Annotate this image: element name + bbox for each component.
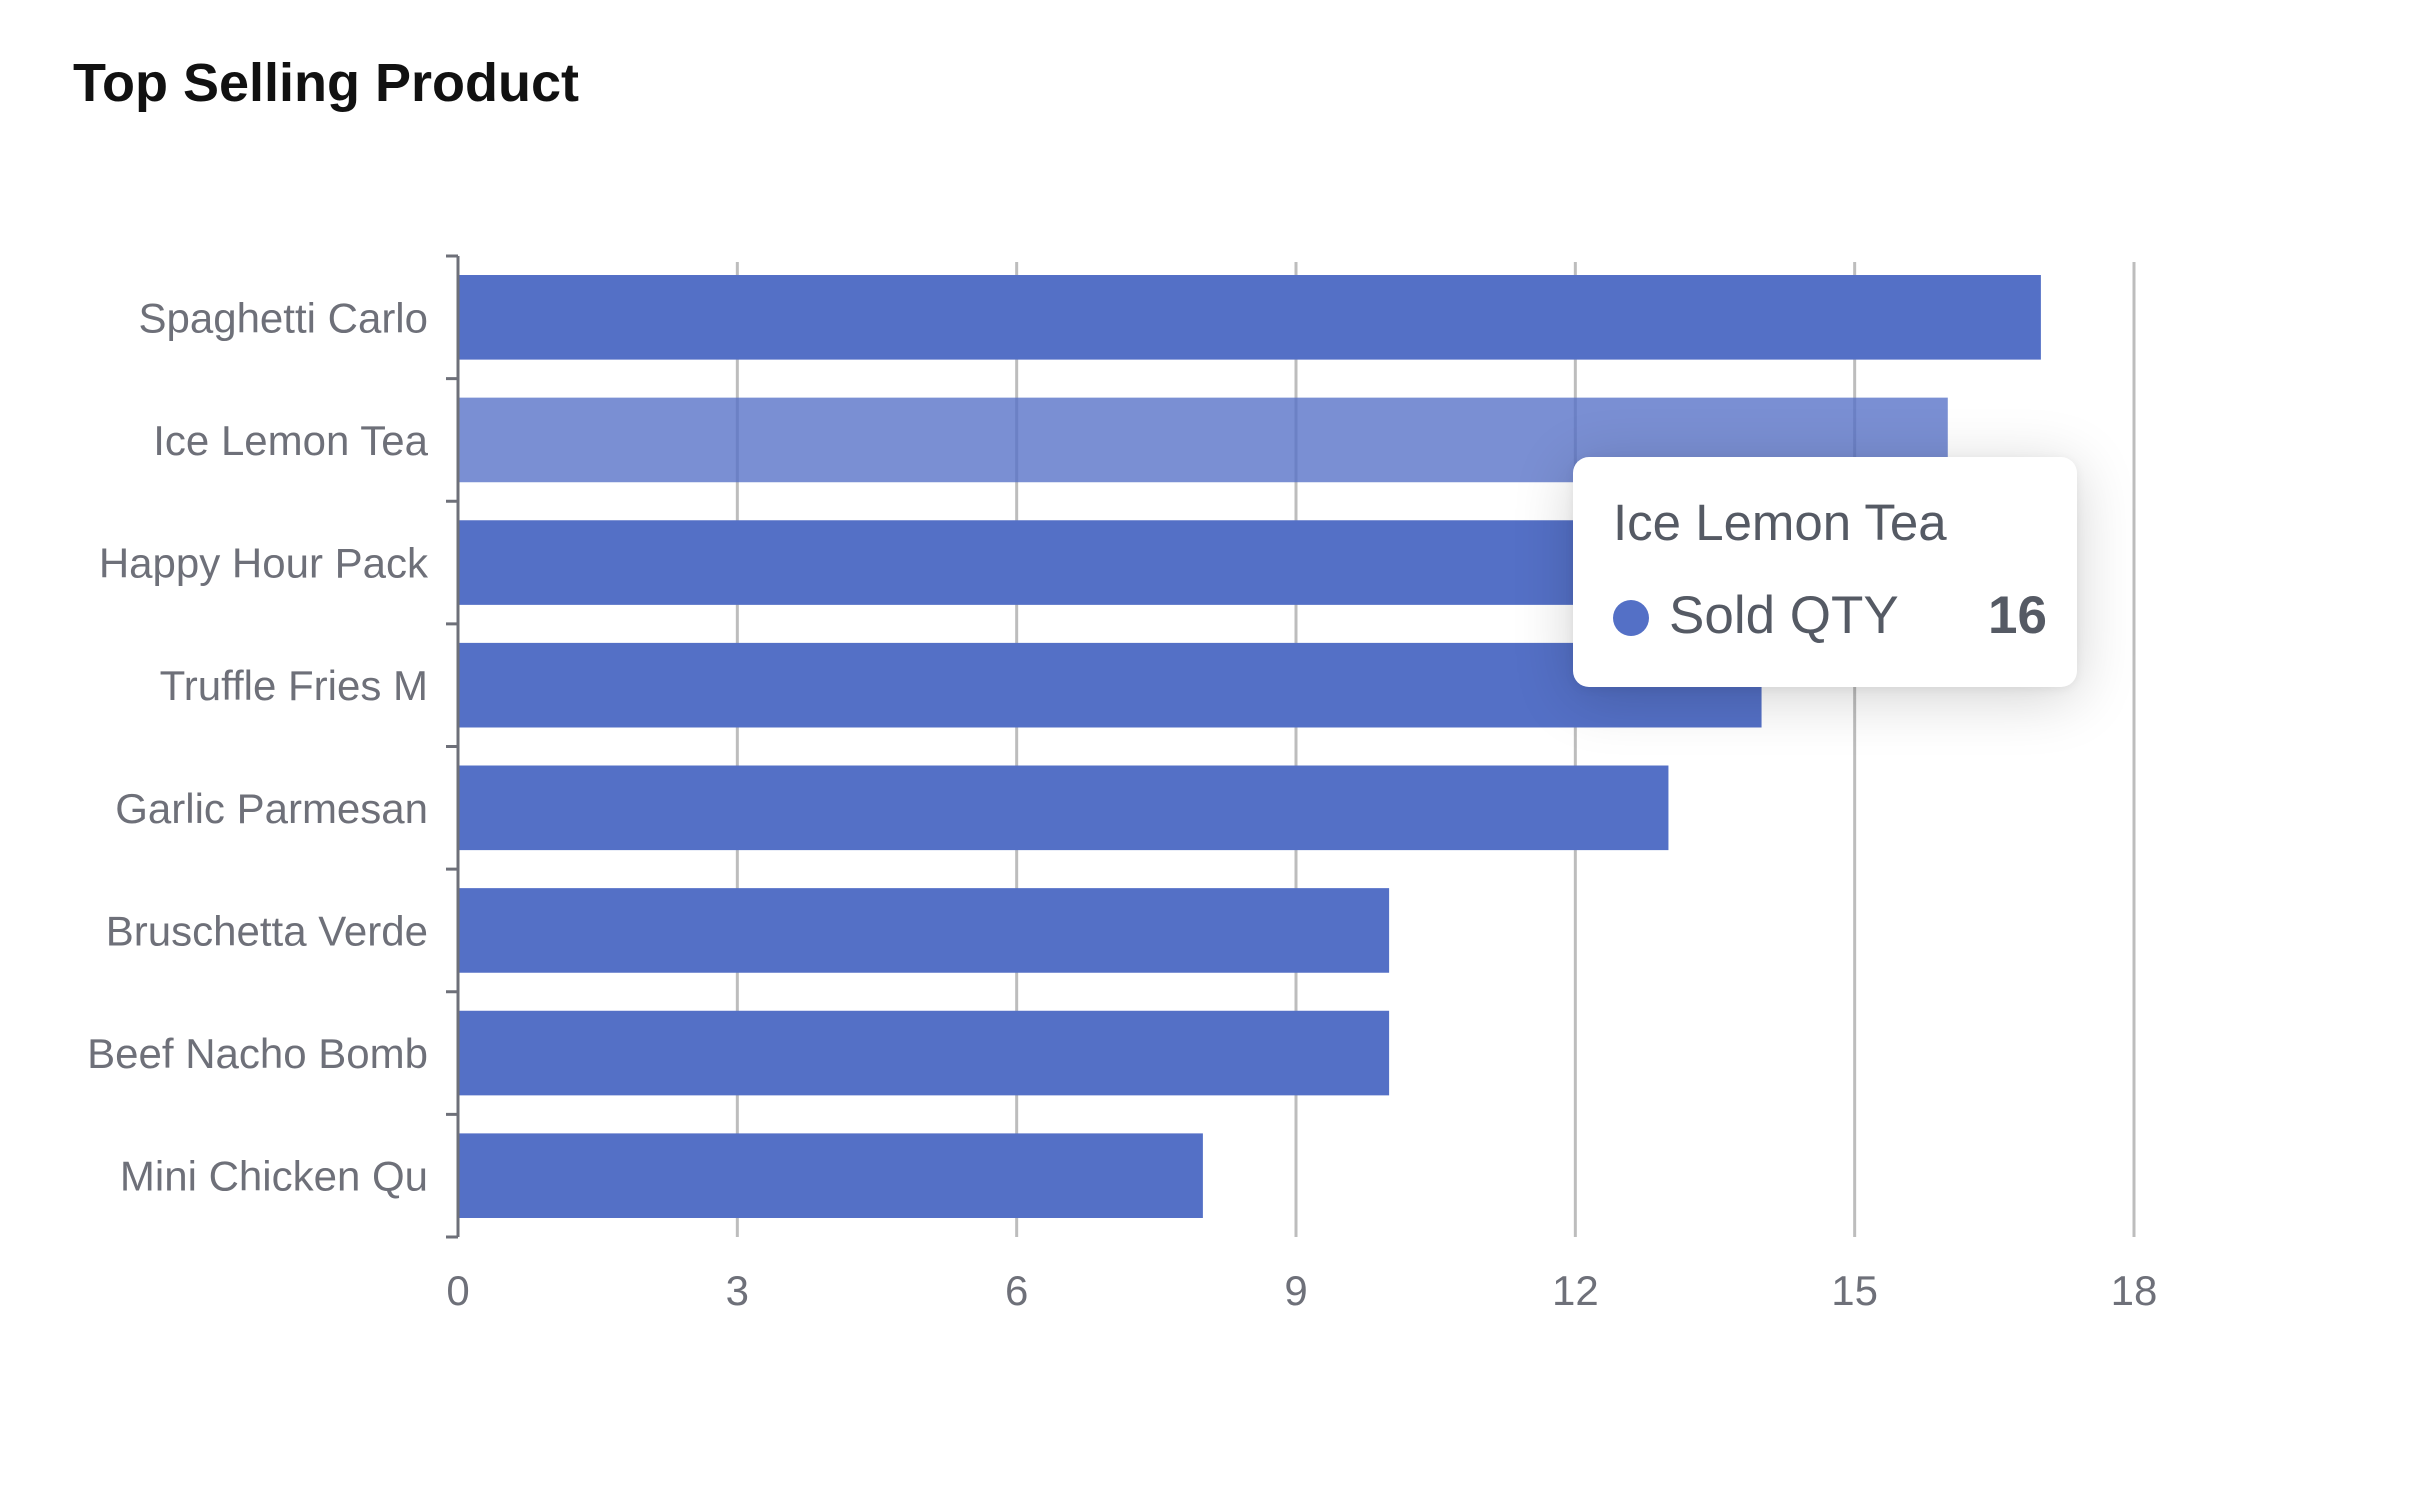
bar [458, 1133, 1203, 1218]
x-tick-label: 3 [726, 1267, 749, 1314]
bar [458, 275, 2041, 360]
y-tick-label: Mini Chicken Qu [120, 1153, 428, 1200]
tooltip-value: 16 [1988, 586, 2047, 645]
y-tick-label: Truffle Fries M [160, 662, 428, 709]
y-tick-label: Happy Hour Pack [99, 540, 429, 587]
y-tick-label: Garlic Parmesan [115, 785, 428, 832]
x-tick-label: 12 [1552, 1267, 1599, 1314]
tooltip: Ice Lemon Tea Sold QTY 16 [1573, 457, 2077, 687]
y-tick-label: Ice Lemon Tea [153, 417, 428, 464]
axes [446, 254, 460, 1239]
bars [458, 275, 2041, 1218]
bar [458, 642, 1762, 728]
bar [458, 1010, 1390, 1096]
bar [458, 888, 1390, 973]
tooltip-title: Ice Lemon Tea [1613, 494, 1947, 551]
x-tick-label: 9 [1284, 1267, 1307, 1314]
tooltip-series-name: Sold QTY [1669, 586, 1899, 645]
y-tick-label: Spaghetti Carlo [138, 294, 428, 341]
bar [458, 765, 1669, 851]
x-tick-label: 15 [1831, 1267, 1878, 1314]
y-tick-label: Bruschetta Verde [106, 907, 428, 954]
chart-title: Top Selling Product [73, 53, 579, 113]
series-marker-icon [1613, 600, 1649, 636]
y-tick-label: Beef Nacho Bomb [87, 1030, 428, 1077]
tooltip-row: Sold QTY 16 [1613, 585, 2047, 645]
tick-labels: 0 3 6 9 12 15 18 Spaghetti Carlo Ice Lemon Tea Ha… [87, 294, 2157, 1314]
x-tick-label: 18 [2111, 1267, 2158, 1314]
x-tick-label: 6 [1005, 1267, 1028, 1314]
x-tick-label: 0 [446, 1267, 469, 1314]
